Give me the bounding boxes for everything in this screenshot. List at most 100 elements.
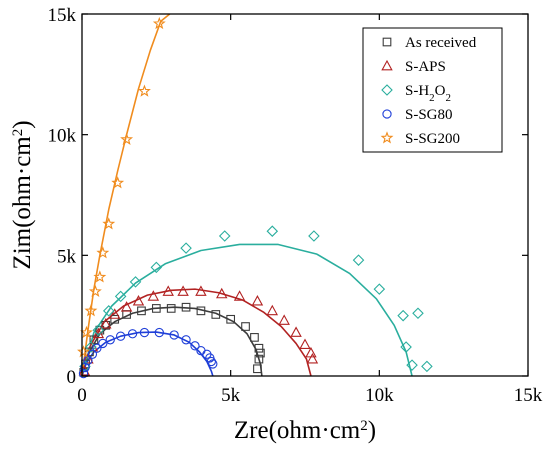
s-h-o-point-2 <box>92 324 105 336</box>
s-sg200-point-8 <box>120 132 134 145</box>
s-sg80-point-2 <box>83 355 93 365</box>
as-received-point-19 <box>254 354 264 364</box>
s-sg200-point-1 <box>80 325 93 339</box>
s-aps-point-11 <box>195 285 207 296</box>
s-sg200-point-9 <box>137 84 151 97</box>
as-received-point-13 <box>211 310 221 319</box>
s-h-o-point-14 <box>400 341 412 353</box>
s-aps-point-17 <box>290 326 302 337</box>
s-h-o-point-16 <box>412 307 424 320</box>
as-received-point-10 <box>166 304 176 313</box>
s-sg80-point-4 <box>92 343 102 353</box>
s-sg80-point-3 <box>87 349 98 359</box>
s-sg80-point-5 <box>98 338 108 349</box>
s-h-o-point-6 <box>150 261 163 274</box>
s-h-o-point-12 <box>373 283 386 295</box>
x-tick-label-1: 5k <box>221 385 241 406</box>
x-tick-label-3: 15k <box>514 385 543 406</box>
s-aps-point-5 <box>108 308 121 319</box>
s-sg80-point-0 <box>78 368 89 379</box>
x-tick-label-2: 10k <box>365 385 394 406</box>
plot-frame <box>81 13 529 377</box>
s-aps-point-7 <box>132 295 145 306</box>
s-h-o-point-5 <box>129 276 142 288</box>
s-aps-point-4 <box>100 317 112 329</box>
x-tick-label-0: 0 <box>77 385 87 406</box>
s-h-o-point-13 <box>397 309 409 322</box>
s-aps-point-9 <box>162 285 174 296</box>
y-axis-title: Zim(ohm·cm2) <box>9 120 36 269</box>
legend-marker-s-sg200 <box>380 131 394 144</box>
as-received-point-17 <box>254 343 264 353</box>
s-sg80-point-6 <box>105 335 115 345</box>
s-h-o-point-10 <box>308 230 320 242</box>
s-aps-point-20 <box>306 352 319 364</box>
s-aps-point-14 <box>251 295 264 306</box>
s-aps-point-15 <box>266 304 279 316</box>
s-h-o-point-3 <box>102 305 115 317</box>
s-sg80-point-17 <box>206 356 216 367</box>
s-sg200-point-3 <box>88 284 102 298</box>
x-axis-title: Zre(ohm·cm2) <box>234 417 376 444</box>
s-sg200-point-10 <box>152 16 166 30</box>
s-aps-point-12 <box>216 287 228 299</box>
y-tick-label-2: 10k <box>48 126 77 147</box>
s-aps-point-16 <box>278 314 290 325</box>
s-h-o-point-15 <box>406 359 418 371</box>
s-sg200-point-4 <box>93 270 107 283</box>
s-h-o-point-11 <box>352 254 365 266</box>
s-h-o-point-8 <box>218 230 231 242</box>
as-received-point-14 <box>226 314 236 324</box>
s-aps-point-1 <box>82 352 94 364</box>
as-received-point-20 <box>253 364 262 374</box>
s-aps-point-10 <box>177 285 189 296</box>
as-received-point-9 <box>151 304 161 313</box>
y-tick-label-0: 0 <box>67 367 77 388</box>
y-tick-label-3: 15k <box>48 5 77 26</box>
legend-label-s-aps: S-APS <box>405 59 446 75</box>
s-h-o-point-17 <box>421 360 433 373</box>
as-received-point-18 <box>256 348 265 358</box>
s-sg200-point-5 <box>96 246 110 259</box>
s-aps-point-18 <box>299 338 311 349</box>
legend-marker-as-received <box>382 37 392 47</box>
s-aps-point-8 <box>147 290 160 301</box>
axis-ticks: 0 5k 10k 15k 0 5k 10k 15k <box>48 5 543 406</box>
s-h-o-point-4 <box>114 290 127 303</box>
s-sg200-fit-line <box>82 14 171 376</box>
s-sg80-point-18 <box>208 359 218 369</box>
as-received-point-12 <box>196 306 206 316</box>
as-received-point-6 <box>110 314 120 324</box>
s-sg80-point-8 <box>127 329 138 339</box>
s-aps-point-13 <box>233 290 246 301</box>
legend-label-s-h-o: S-H2O2 <box>405 83 451 104</box>
y-tick-label-1: 5k <box>57 246 77 267</box>
s-sg200-point-6 <box>102 217 116 230</box>
s-sg80-point-9 <box>139 327 150 338</box>
legend-marker-s-aps <box>381 59 393 71</box>
s-sg200-point-0 <box>77 345 90 358</box>
as-received-point-16 <box>250 333 259 342</box>
as-received-point-8 <box>137 306 146 316</box>
s-sg80-point-7 <box>116 331 126 341</box>
data-points <box>77 16 433 379</box>
s-sg200-point-7 <box>111 176 125 189</box>
legend-label-s-sg80: S-SG80 <box>405 107 453 123</box>
legend-marker-s-h-o <box>381 84 393 96</box>
s-aps-fit-line <box>82 288 312 376</box>
legend: As received S-APS S-H2O2 S-SG80 S-SG200 <box>362 27 503 153</box>
s-sg80-point-11 <box>169 330 179 340</box>
legend-box <box>362 27 503 153</box>
s-sg200-point-2 <box>84 304 98 317</box>
s-sg80-point-10 <box>154 327 164 338</box>
as-received-point-15 <box>241 322 250 331</box>
s-sg80-point-12 <box>181 335 191 345</box>
as-received-point-11 <box>181 302 191 312</box>
s-aps-point-6 <box>120 301 133 312</box>
s-h-o-fit-line <box>82 243 413 376</box>
s-h-o-point-9 <box>266 225 279 237</box>
s-sg80-point-13 <box>190 341 200 351</box>
legend-label-s-sg200: S-SG200 <box>405 131 460 147</box>
s-h-o-point-7 <box>180 242 192 254</box>
